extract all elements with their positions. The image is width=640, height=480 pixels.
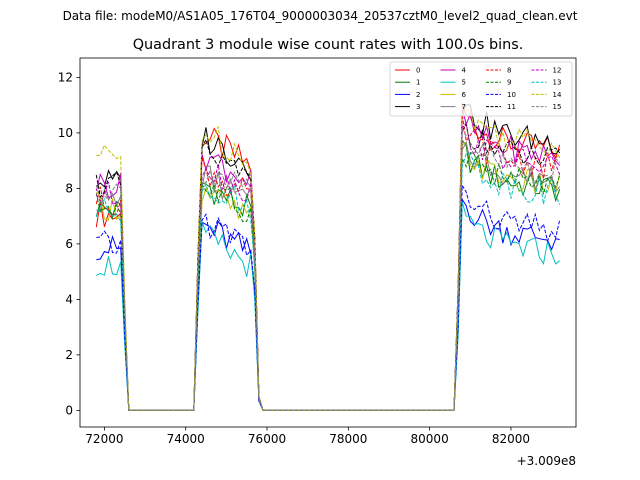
y-tick-label: 0 xyxy=(65,404,73,418)
legend-label-4: 4 xyxy=(462,67,467,75)
axes-frame xyxy=(79,57,577,428)
legend-label-8: 8 xyxy=(507,67,511,75)
x-offset-text: +3.009e8 xyxy=(517,454,576,468)
series-line-15 xyxy=(95,127,561,411)
x-tick-label: 72000 xyxy=(85,432,123,446)
x-tick-label: 82000 xyxy=(492,432,530,446)
legend-label-10: 10 xyxy=(507,91,516,99)
legend-label-5: 5 xyxy=(462,79,466,87)
x-tick-label: 76000 xyxy=(248,432,286,446)
legend-frame xyxy=(389,61,573,117)
x-tick-label: 78000 xyxy=(329,432,367,446)
legend-label-6: 6 xyxy=(462,91,467,99)
legend-label-13: 13 xyxy=(553,79,562,87)
y-tick-label: 10 xyxy=(58,126,73,140)
legend-label-9: 9 xyxy=(507,79,511,87)
series-lines xyxy=(95,101,561,411)
chart-title: Quadrant 3 module wise count rates with … xyxy=(133,37,524,53)
y-tick-label: 6 xyxy=(65,237,73,251)
suptitle: Data file: modeM0/AS1A05_176T04_90000030… xyxy=(63,9,578,23)
legend-label-3: 3 xyxy=(416,103,420,111)
legend-label-7: 7 xyxy=(462,103,466,111)
legend-label-14: 14 xyxy=(553,91,562,99)
x-tick-label: 80000 xyxy=(411,432,449,446)
y-tick-label: 2 xyxy=(65,348,73,362)
legend-label-12: 12 xyxy=(553,67,562,75)
x-tick-label: 74000 xyxy=(167,432,205,446)
y-tick-label: 8 xyxy=(65,182,73,196)
legend-label-1: 1 xyxy=(416,79,420,87)
legend-label-15: 15 xyxy=(553,103,562,111)
legend-label-0: 0 xyxy=(416,67,420,75)
legend-label-11: 11 xyxy=(507,103,516,111)
y-tick-label: 4 xyxy=(65,293,73,307)
legend-label-2: 2 xyxy=(416,91,420,99)
y-tick-label: 12 xyxy=(58,71,73,85)
